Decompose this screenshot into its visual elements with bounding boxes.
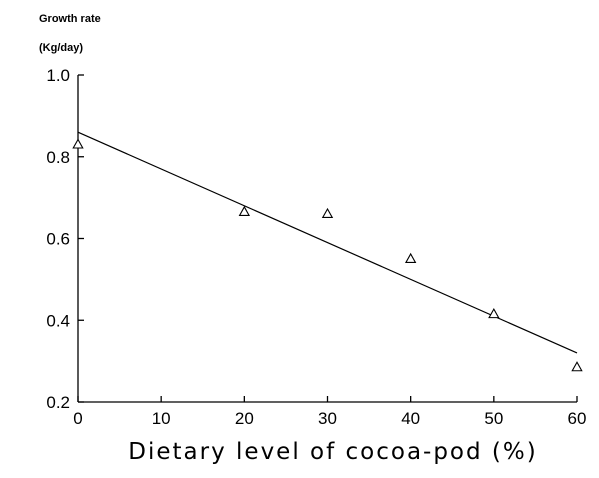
y-axis-label-line-1: Growth rate — [39, 13, 101, 25]
data-point — [321, 207, 334, 219]
x-tick-label: 40 — [401, 409, 420, 428]
x-axis-label: Dietary level of cocoa-pod (%) — [128, 439, 537, 465]
trend-line-group — [77, 131, 578, 354]
data-point — [404, 252, 417, 263]
data-point — [488, 307, 500, 319]
x-tick-label: 30 — [318, 409, 337, 428]
y-tick-label: 0.6 — [46, 230, 70, 249]
x-tick-label: 0 — [73, 409, 82, 428]
y-axis-label-line-2: (Kg/day) — [39, 42, 83, 54]
y-tick-label: 0.8 — [46, 148, 70, 167]
axes — [77, 75, 577, 403]
y-tick-label: 0.2 — [46, 393, 70, 412]
x-tick-label: 10 — [152, 409, 171, 428]
x-tick-label: 60 — [568, 409, 587, 428]
data-point — [238, 205, 251, 216]
trend-line — [77, 131, 578, 354]
y-tick-label: 1.0 — [46, 66, 70, 85]
y-tick-label: 0.4 — [46, 311, 70, 330]
y-ticks: 0.2 0.4 0.6 0.8 1.0 — [46, 66, 84, 412]
data-point — [72, 138, 84, 149]
x-tick-label: 20 — [235, 409, 254, 428]
x-tick-label: 50 — [484, 409, 503, 428]
data-point — [571, 361, 583, 372]
data-points — [72, 138, 583, 372]
x-ticks: 0 10 20 30 40 50 60 — [73, 396, 586, 428]
